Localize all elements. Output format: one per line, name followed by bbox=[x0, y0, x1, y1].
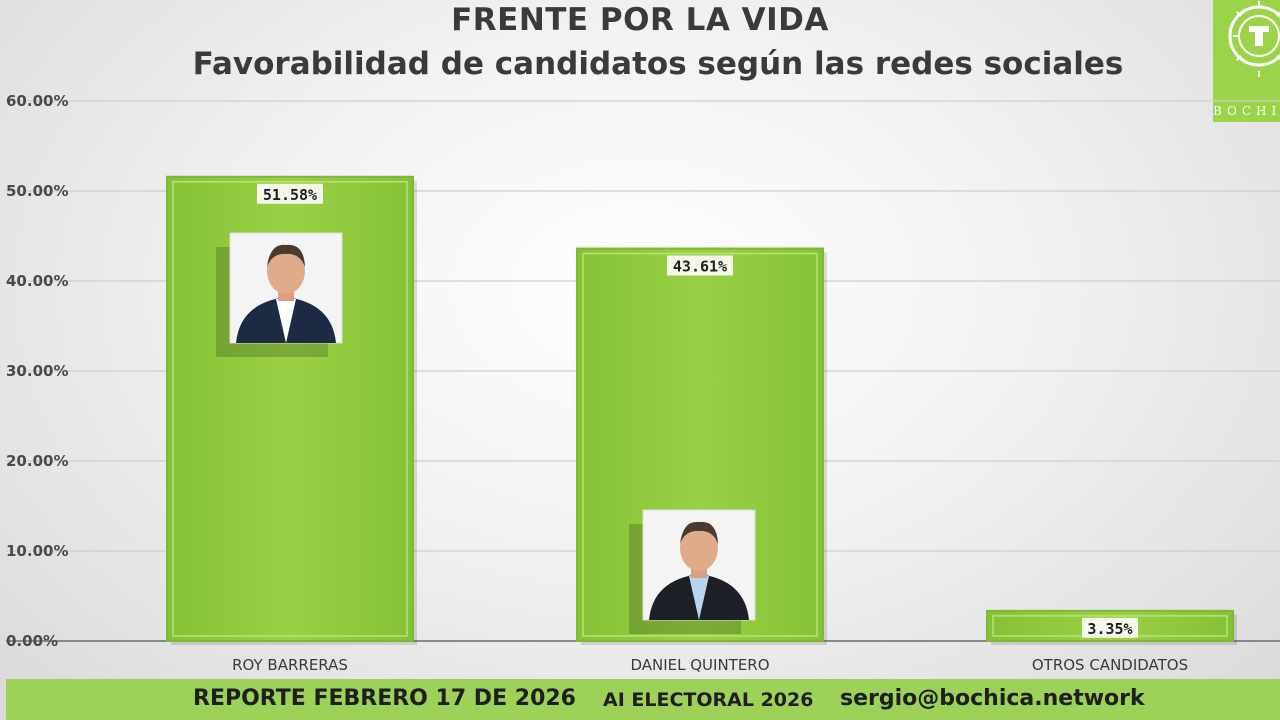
data-label-bg bbox=[667, 255, 733, 276]
bar-bevel bbox=[582, 252, 818, 637]
y-tick-label: 30.00% bbox=[6, 362, 68, 380]
y-tick-label: 0.00% bbox=[6, 632, 58, 650]
data-label-bg bbox=[1082, 617, 1138, 638]
x-tick-label: OTROS CANDIDATOS bbox=[1032, 656, 1188, 674]
footer-report-date: REPORTE FEBRERO 17 DE 2026 bbox=[193, 686, 576, 711]
y-tick-label: 10.00% bbox=[6, 542, 68, 560]
footer-ai-label: AI ELECTORAL 2026 bbox=[603, 689, 814, 711]
sun-emblem-icon bbox=[1228, 1, 1280, 77]
data-label: 51.58% bbox=[263, 186, 317, 204]
y-tick-label: 20.00% bbox=[6, 452, 68, 470]
bar-bevel bbox=[172, 181, 408, 637]
data-label-bg bbox=[257, 183, 323, 204]
footer-email[interactable]: sergio@bochica.network bbox=[840, 686, 1145, 711]
x-tick-label: ROY BARRERAS bbox=[232, 656, 348, 674]
y-tick-label: 40.00% bbox=[6, 272, 68, 290]
chart-subtitle: Favorabilidad de candidatos según las re… bbox=[192, 46, 1124, 82]
chart-title: FRENTE POR LA VIDA bbox=[451, 2, 829, 38]
candidate-photo-roy-barreras bbox=[216, 232, 343, 357]
candidate-photo-daniel-quintero bbox=[629, 509, 756, 634]
data-label: 3.35% bbox=[1087, 620, 1132, 638]
x-tick-label: DANIEL QUINTERO bbox=[630, 656, 769, 674]
y-tick-label: 50.00% bbox=[6, 182, 68, 200]
y-tick-label: 60.00% bbox=[6, 92, 68, 110]
footer-bar bbox=[6, 679, 1280, 720]
data-label: 43.61% bbox=[673, 258, 727, 276]
logo-text: BOCHICA bbox=[1213, 104, 1280, 118]
bochica-logo bbox=[1213, 0, 1280, 122]
